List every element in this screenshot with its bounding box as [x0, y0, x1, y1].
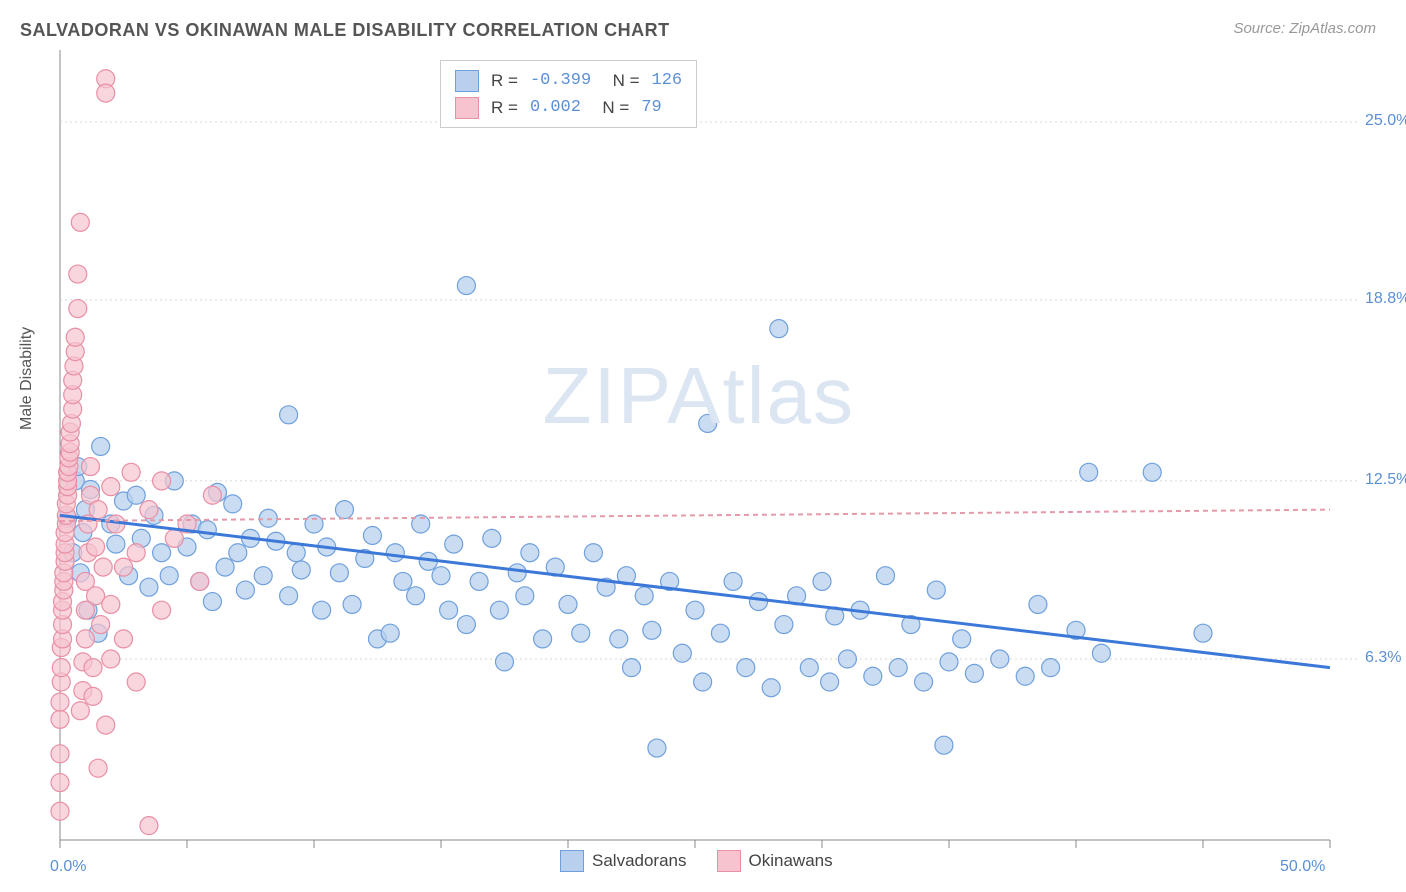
legend-n-value: 126 — [652, 67, 683, 94]
legend-n-value: 79 — [641, 94, 661, 121]
legend-item: Okinawans — [717, 850, 833, 872]
legend-r-value: 0.002 — [530, 94, 581, 121]
y-tick-label: 18.8% — [1365, 290, 1406, 308]
y-tick-label: 25.0% — [1365, 112, 1406, 130]
legend-row: R = -0.399 N = 126 — [455, 67, 682, 94]
legend-row: R = 0.002 N = 79 — [455, 94, 682, 121]
legend-r-label: R = — [491, 67, 518, 94]
legend-swatch-icon — [455, 97, 479, 119]
legend-swatch-icon — [717, 850, 741, 872]
legend-r-value: -0.399 — [530, 67, 591, 94]
scatter-chart — [0, 0, 1406, 892]
y-tick-label: 12.5% — [1365, 471, 1406, 489]
legend-item: Salvadorans — [560, 850, 687, 872]
y-tick-label: 6.3% — [1365, 649, 1401, 667]
x-tick-label: 0.0% — [50, 858, 86, 876]
legend-swatch-icon — [455, 70, 479, 92]
legend-series-label: Okinawans — [749, 851, 833, 871]
legend-r-label: R = — [491, 94, 518, 121]
legend-n-label: N = — [593, 94, 629, 121]
x-tick-label: 50.0% — [1280, 858, 1325, 876]
legend-n-label: N = — [603, 67, 639, 94]
legend-series-label: Salvadorans — [592, 851, 687, 871]
legend-series: Salvadorans Okinawans — [560, 850, 833, 872]
legend-swatch-icon — [560, 850, 584, 872]
legend-correlation-box: R = -0.399 N = 126R = 0.002 N = 79 — [440, 60, 697, 128]
